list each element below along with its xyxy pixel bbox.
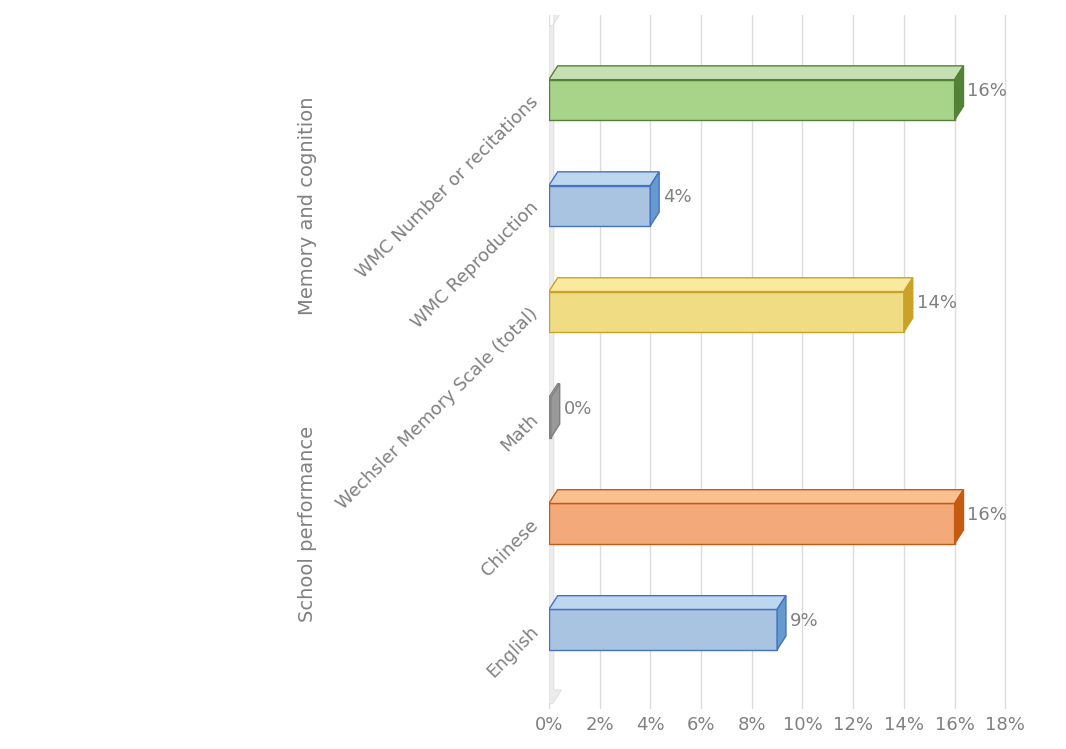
Polygon shape [549, 595, 786, 610]
Polygon shape [904, 278, 912, 332]
Polygon shape [650, 172, 659, 226]
Text: Memory and cognition: Memory and cognition [298, 97, 318, 315]
Polygon shape [545, 12, 562, 704]
Text: 9%: 9% [790, 612, 819, 630]
Polygon shape [549, 610, 777, 649]
Polygon shape [549, 172, 659, 186]
Text: School performance: School performance [298, 425, 318, 622]
Polygon shape [549, 503, 955, 544]
Polygon shape [549, 398, 551, 438]
Polygon shape [777, 595, 786, 649]
Polygon shape [549, 79, 955, 120]
Polygon shape [549, 186, 650, 226]
Polygon shape [549, 66, 964, 79]
Polygon shape [549, 490, 964, 503]
Polygon shape [955, 490, 964, 544]
Polygon shape [549, 383, 560, 398]
Text: 16%: 16% [967, 506, 1007, 524]
Text: 0%: 0% [564, 400, 592, 418]
Text: 16%: 16% [967, 82, 1007, 100]
Polygon shape [955, 66, 964, 120]
Polygon shape [549, 278, 912, 291]
Text: 4%: 4% [663, 188, 692, 206]
Polygon shape [549, 291, 904, 332]
Text: 14%: 14% [917, 294, 956, 312]
Polygon shape [551, 383, 560, 438]
